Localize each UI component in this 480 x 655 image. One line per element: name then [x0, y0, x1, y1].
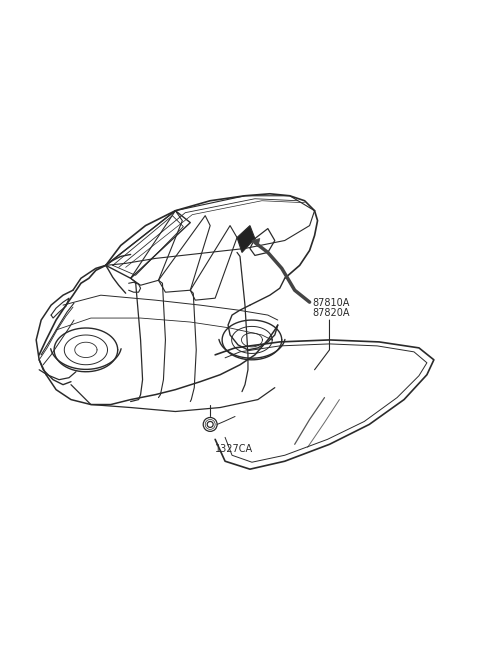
Polygon shape — [237, 225, 255, 252]
Text: 87810A: 87810A — [312, 298, 350, 308]
Text: 87820A: 87820A — [312, 308, 350, 318]
Text: 1327CA: 1327CA — [215, 444, 253, 455]
Polygon shape — [252, 238, 260, 246]
